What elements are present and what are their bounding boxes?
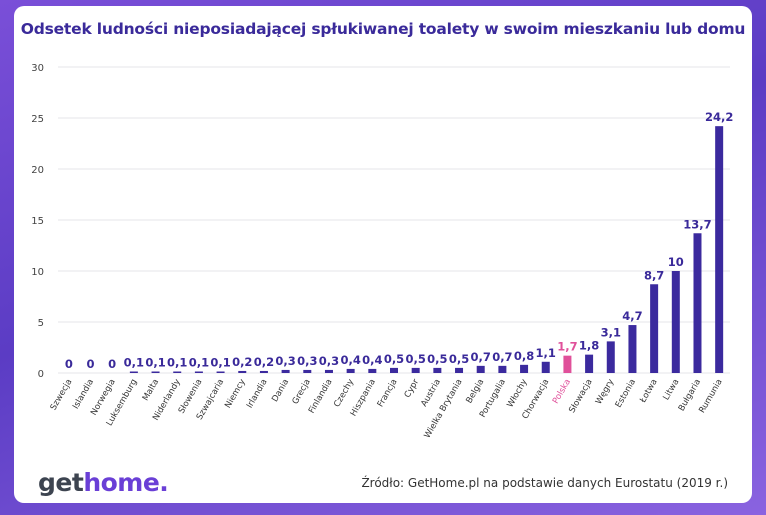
data-label: 0,7 bbox=[471, 350, 491, 364]
y-tick-label: 30 bbox=[31, 63, 44, 74]
data-label: 0,3 bbox=[275, 354, 295, 368]
data-label: 0,5 bbox=[384, 352, 404, 366]
bar bbox=[194, 371, 203, 373]
x-tick-label: Łotwa bbox=[638, 378, 660, 406]
data-label: 0,5 bbox=[427, 352, 447, 366]
y-tick-label: 25 bbox=[31, 114, 44, 125]
gethome-logo: gethome. bbox=[38, 468, 169, 497]
data-label: 8,7 bbox=[644, 268, 664, 282]
data-label: 0,5 bbox=[405, 352, 425, 366]
bar bbox=[390, 367, 398, 373]
bar bbox=[563, 355, 572, 373]
x-tick-label: Węgry bbox=[594, 378, 616, 407]
data-label: 0,1 bbox=[145, 356, 165, 370]
x-tick-label: Litwa bbox=[661, 378, 681, 403]
y-tick-label: 5 bbox=[38, 318, 44, 329]
data-label: 0,3 bbox=[297, 354, 317, 368]
y-tick-label: 20 bbox=[31, 165, 44, 176]
data-label: 0,3 bbox=[319, 354, 339, 368]
bar bbox=[411, 367, 420, 373]
data-label: 0 bbox=[108, 357, 116, 371]
bar bbox=[281, 369, 290, 373]
bar bbox=[628, 325, 637, 373]
bar bbox=[476, 365, 485, 373]
data-label: 24,2 bbox=[705, 110, 733, 124]
bar bbox=[715, 126, 724, 373]
source-note: Źródło: GetHome.pl na podstawie danych E… bbox=[361, 476, 728, 490]
data-label: 0,1 bbox=[189, 356, 209, 370]
data-label: 0,1 bbox=[210, 356, 230, 370]
y-tick-label: 10 bbox=[31, 267, 44, 278]
data-label: 0,5 bbox=[449, 352, 469, 366]
x-tick-label: Belgia bbox=[464, 378, 486, 406]
data-label: 0,7 bbox=[492, 350, 512, 364]
data-label: 0,4 bbox=[362, 353, 382, 367]
bar-chart: 0510152025300Szwecja0Islandia0Norwegia0,… bbox=[31, 63, 733, 440]
bar bbox=[671, 271, 680, 373]
bar bbox=[606, 341, 615, 373]
data-label: 1,8 bbox=[579, 339, 599, 353]
logo-get: get bbox=[38, 468, 84, 497]
bar bbox=[585, 354, 594, 373]
x-tick-label: Francja bbox=[376, 378, 400, 410]
data-label: 0,1 bbox=[167, 356, 187, 370]
bar bbox=[151, 371, 160, 373]
bar bbox=[346, 368, 355, 373]
x-tick-label: Estonia bbox=[614, 378, 638, 410]
logo-home: home. bbox=[83, 468, 169, 497]
bar bbox=[238, 370, 247, 373]
x-tick-label: Irlandia bbox=[245, 378, 270, 411]
x-tick-label: Cypr bbox=[403, 377, 422, 400]
x-tick-label: Dania bbox=[270, 378, 291, 404]
bar bbox=[324, 369, 333, 373]
y-tick-label: 15 bbox=[31, 216, 44, 227]
data-label: 0,2 bbox=[254, 355, 274, 369]
bar bbox=[455, 367, 464, 373]
chart-title: Odsetek ludności nieposiadającej spłukiw… bbox=[20, 20, 746, 38]
bar bbox=[520, 364, 529, 373]
bar bbox=[173, 371, 182, 373]
data-label: 0 bbox=[87, 357, 95, 371]
y-tick-label: 0 bbox=[38, 369, 44, 380]
data-label: 3,1 bbox=[601, 325, 621, 339]
bar bbox=[303, 369, 312, 373]
data-label: 0,1 bbox=[124, 356, 144, 370]
x-tick-label: Grecja bbox=[291, 378, 313, 407]
bar bbox=[433, 367, 442, 373]
data-label: 1,7 bbox=[557, 340, 577, 354]
bar bbox=[259, 370, 268, 373]
bar bbox=[216, 371, 225, 373]
x-tick-label: Szwecja bbox=[49, 378, 75, 413]
data-label: 0,2 bbox=[232, 355, 252, 369]
bar bbox=[368, 368, 377, 373]
x-tick-label: Austria bbox=[419, 378, 443, 409]
data-label: 4,7 bbox=[622, 309, 642, 323]
bar bbox=[129, 371, 138, 373]
x-tick-label: Polska bbox=[551, 378, 573, 406]
data-label: 0,8 bbox=[514, 349, 534, 363]
data-label: 10 bbox=[668, 255, 684, 269]
chart-card: Odsetek ludności nieposiadającej spłukiw… bbox=[14, 6, 752, 503]
data-label: 13,7 bbox=[683, 217, 711, 231]
data-label: 1,1 bbox=[536, 346, 556, 360]
data-label: 0,4 bbox=[340, 353, 360, 367]
bar bbox=[693, 233, 702, 373]
bar bbox=[541, 361, 550, 373]
x-tick-label: Malta bbox=[141, 378, 161, 403]
data-label: 0 bbox=[65, 357, 73, 371]
bar bbox=[650, 284, 659, 373]
bar bbox=[498, 365, 507, 373]
